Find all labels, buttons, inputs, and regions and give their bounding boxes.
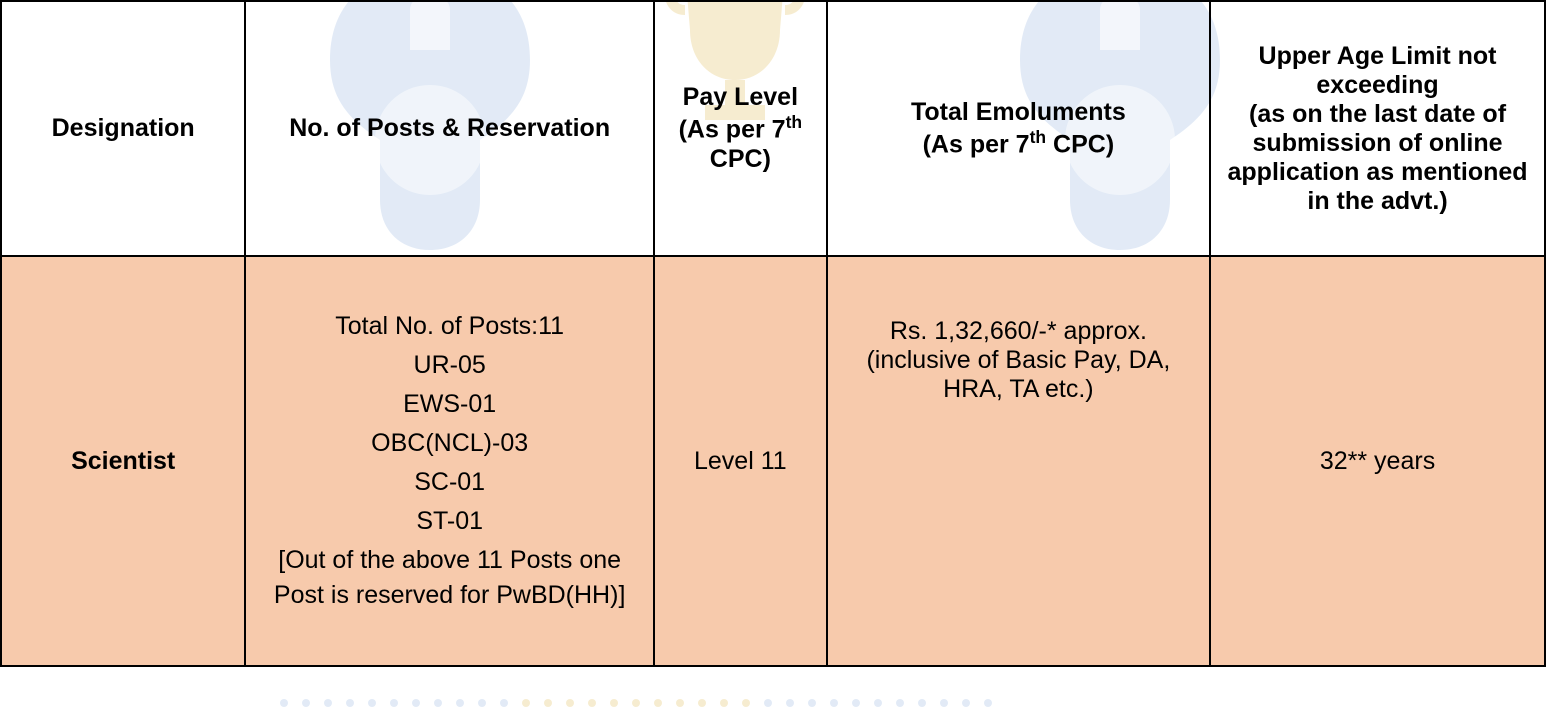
posts-obc: OBC(NCL)-03 bbox=[371, 426, 528, 461]
header-posts: No. of Posts & Reservation bbox=[245, 1, 654, 256]
posts-ur: UR-05 bbox=[414, 348, 486, 383]
posts-note: [Out of the above 11 Posts one Post is r… bbox=[258, 543, 641, 613]
header-paylevel-prefix: Pay Level (As per 7 bbox=[679, 83, 798, 143]
table-row: Scientist Total No. of Posts:11 UR-05 EW… bbox=[1, 256, 1545, 666]
table-header-row: Designation No. of Posts & Reservation P… bbox=[1, 1, 1545, 256]
header-emoluments-prefix: (As per 7 bbox=[923, 130, 1030, 158]
header-designation: Designation bbox=[1, 1, 245, 256]
header-emoluments: Total Emoluments (As per 7th CPC) bbox=[827, 1, 1210, 256]
header-paylevel-suffix: CPC) bbox=[710, 145, 771, 173]
header-paylevel: Pay Level (As per 7th CPC) bbox=[654, 1, 827, 256]
header-emoluments-sup: th bbox=[1030, 127, 1047, 147]
watermark-dots-bottom bbox=[280, 685, 1230, 703]
posts-sc: SC-01 bbox=[414, 465, 485, 500]
posts-table: Designation No. of Posts & Reservation P… bbox=[0, 0, 1546, 667]
posts-st: ST-01 bbox=[416, 504, 483, 539]
cell-paylevel: Level 11 bbox=[654, 256, 827, 666]
cell-emoluments: Rs. 1,32,660/-* approx. (inclusive of Ba… bbox=[827, 256, 1210, 666]
cell-designation: Scientist bbox=[1, 256, 245, 666]
cell-posts: Total No. of Posts:11 UR-05 EWS-01 OBC(N… bbox=[245, 256, 654, 666]
header-age: Upper Age Limit not exceeding (as on the… bbox=[1210, 1, 1545, 256]
cell-age: 32** years bbox=[1210, 256, 1545, 666]
header-paylevel-sup: th bbox=[786, 112, 803, 132]
header-emoluments-suffix: CPC) bbox=[1046, 130, 1114, 158]
posts-ews: EWS-01 bbox=[403, 387, 496, 422]
posts-total: Total No. of Posts:11 bbox=[335, 309, 564, 344]
header-emoluments-line1: Total Emoluments bbox=[911, 98, 1126, 126]
